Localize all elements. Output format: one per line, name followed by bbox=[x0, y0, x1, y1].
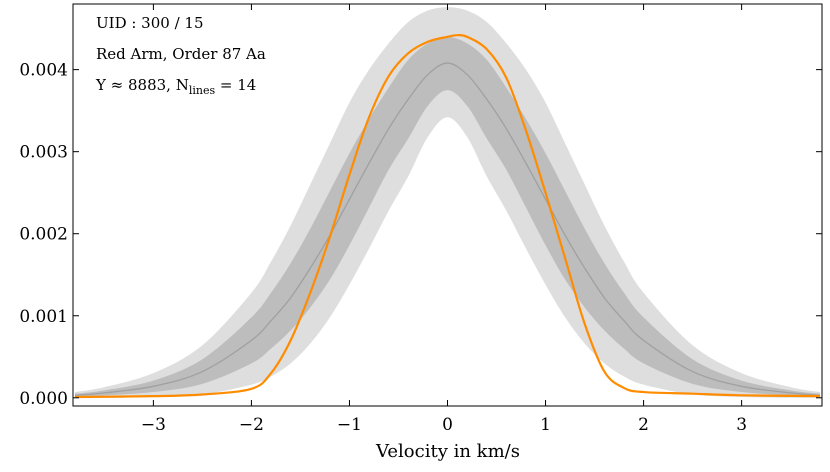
annotation-y-nlines: Y ≈ 8883, Nlines = 14 bbox=[95, 76, 256, 97]
axes-layer: −3 −2 −1 0 1 2 3 0.000 0.001 0.002 0.003 0.004 bbox=[19, 3, 823, 435]
band-outer-band bbox=[74, 7, 821, 398]
y-tick-label: 0.002 bbox=[19, 225, 68, 245]
y-tick-label: 0.000 bbox=[19, 389, 68, 409]
x-tick-label: 0 bbox=[442, 415, 453, 435]
series-line-order-profile bbox=[74, 33, 821, 399]
annotation-uid: UID : 300 / 15 bbox=[96, 14, 204, 32]
annotations-layer: UID : 300 / 15 Red Arm, Order 87 Aa Y ≈ … bbox=[95, 14, 266, 97]
x-tick-label: 3 bbox=[736, 415, 747, 435]
x-tick-label: −1 bbox=[337, 415, 362, 435]
bands-layer bbox=[74, 7, 821, 398]
annotation-y-sub: lines bbox=[189, 84, 216, 97]
annotation-y-prefix: Y ≈ 8883, N bbox=[95, 76, 189, 94]
annotation-arm-order: Red Arm, Order 87 Aa bbox=[96, 45, 266, 63]
x-axis-label: Velocity in km/s bbox=[375, 441, 520, 462]
x-tick-label: 2 bbox=[638, 415, 649, 435]
y-tick-label: 0.004 bbox=[19, 61, 68, 81]
x-tick-label: −2 bbox=[239, 415, 264, 435]
y-tick-label: 0.001 bbox=[19, 307, 68, 327]
annotation-y-suffix: = 14 bbox=[215, 76, 256, 94]
series-layer bbox=[74, 33, 821, 399]
y-tick-label: 0.003 bbox=[19, 143, 68, 163]
x-tick-label: −3 bbox=[141, 415, 166, 435]
series-line-mean-profile bbox=[74, 62, 821, 396]
band-inner-band bbox=[74, 36, 821, 397]
x-tick-label: 1 bbox=[540, 415, 551, 435]
